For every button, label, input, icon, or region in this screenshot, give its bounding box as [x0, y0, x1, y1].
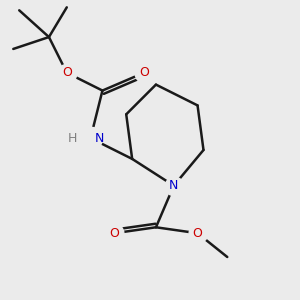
Text: N: N [169, 179, 178, 192]
Text: O: O [62, 66, 72, 79]
Text: O: O [139, 66, 149, 79]
Text: H: H [68, 132, 77, 145]
Text: N: N [95, 132, 104, 145]
Text: O: O [110, 227, 119, 240]
Text: O: O [193, 227, 202, 240]
